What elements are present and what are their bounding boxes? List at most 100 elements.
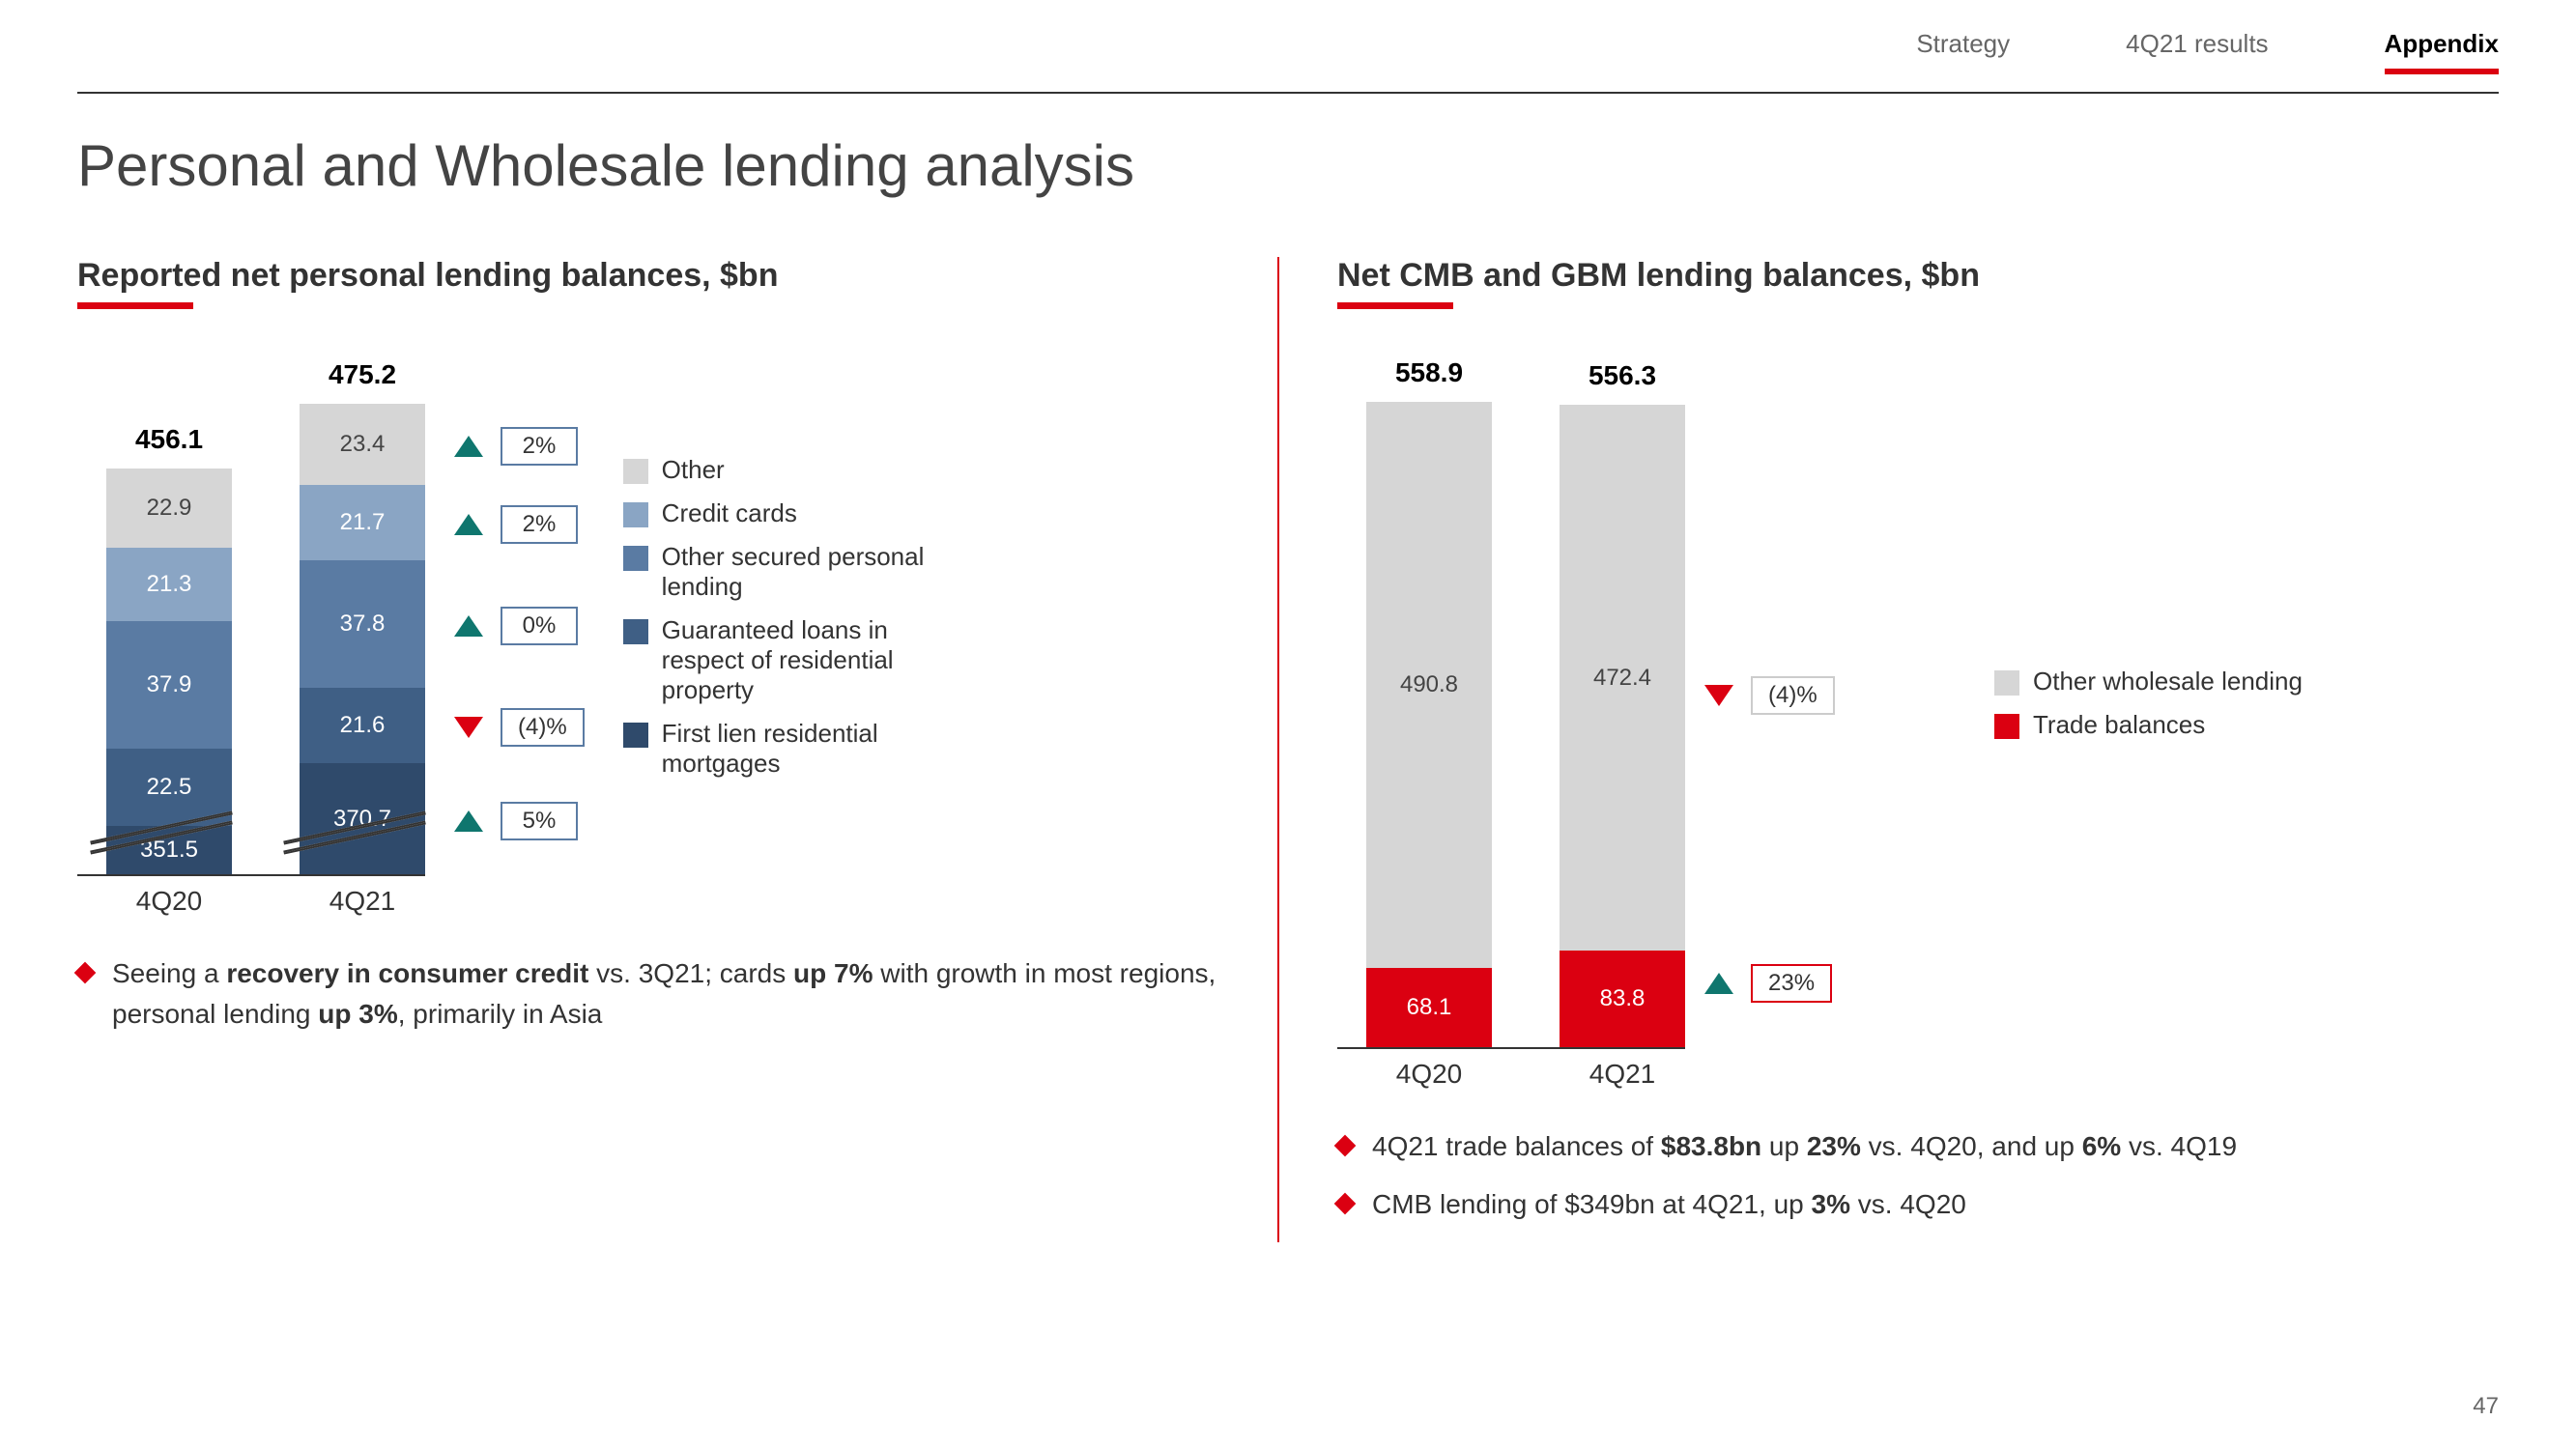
bar-total: 558.9	[1395, 357, 1463, 388]
left-chart: 456.1351.522.537.921.322.94Q20475.2370.7…	[77, 357, 1239, 876]
indicator-row: 2%	[454, 487, 585, 562]
bar-segment: 68.1	[1366, 968, 1492, 1047]
pct-box: 5%	[501, 802, 578, 840]
legend-swatch	[623, 619, 648, 644]
bar-total: 456.1	[135, 424, 203, 455]
pct-box: 2%	[501, 427, 578, 466]
right-column: Net CMB and GBM lending balances, $bn 55…	[1279, 257, 2499, 1242]
up-arrow-icon	[1704, 973, 1733, 994]
diamond-icon	[1334, 1193, 1357, 1215]
bar-segment: 37.8	[300, 560, 425, 688]
right-indicators: (4)% 23%	[1685, 357, 1878, 1049]
legend-item: Guaranteed loans in respect of residenti…	[623, 615, 932, 705]
legend-label: Other secured personal lending	[662, 542, 932, 602]
diamond-icon	[1334, 1135, 1357, 1157]
bar-stack: 351.522.537.921.322.9	[106, 469, 232, 874]
right-chart: 558.968.1490.84Q20556.383.8472.44Q21 (4)…	[1337, 357, 2499, 1049]
bar-total: 556.3	[1589, 360, 1656, 391]
pct-box: 23%	[1751, 964, 1832, 1003]
right-section-title: Net CMB and GBM lending balances, $bn	[1337, 257, 1980, 302]
left-indicators: 2% 2% 0% (4)% 5%	[454, 357, 585, 876]
bar-segment: 22.9	[106, 469, 232, 548]
bar-segment: 23.4	[300, 404, 425, 485]
bar-label: 4Q20	[136, 886, 203, 917]
nav-item[interactable]: 4Q21 results	[2126, 29, 2268, 74]
diamond-icon	[74, 962, 97, 984]
bar-segment: 37.9	[106, 621, 232, 749]
bar-stack: 68.1490.8	[1366, 402, 1492, 1047]
down-arrow-icon	[1704, 685, 1733, 706]
page-title: Personal and Wholesale lending analysis	[77, 132, 2499, 199]
bar-segment: 490.8	[1366, 402, 1492, 968]
up-arrow-icon	[454, 615, 483, 637]
axis-break	[99, 826, 240, 845]
left-column: Reported net personal lending balances, …	[77, 257, 1279, 1242]
bar-segment: 83.8	[1560, 951, 1685, 1047]
indicator-row: 23%	[1704, 964, 1832, 1003]
indicator-row: (4)%	[1704, 676, 1835, 715]
bar-column: 558.968.1490.84Q20	[1366, 357, 1492, 1047]
legend-item: Other secured personal lending	[623, 542, 932, 602]
legend-swatch	[623, 502, 648, 527]
bar-label: 4Q20	[1396, 1059, 1463, 1090]
legend-swatch	[623, 723, 648, 748]
legend-item: Other wholesale lending	[1994, 667, 2303, 696]
nav-item[interactable]: Strategy	[1916, 29, 2010, 74]
legend-item: Credit cards	[623, 498, 932, 528]
underline	[1337, 302, 1453, 309]
bar-segment: 21.3	[106, 548, 232, 621]
bar-column: 475.2370.721.637.821.723.44Q21	[300, 359, 425, 874]
bullet-item: 4Q21 trade balances of $83.8bn up 23% vs…	[1337, 1126, 2499, 1167]
bar-segment: 472.4	[1560, 405, 1685, 951]
bar-label: 4Q21	[1589, 1059, 1656, 1090]
bar-segment: 21.7	[300, 485, 425, 560]
indicator-row: 0%	[454, 562, 585, 690]
legend-item: Other	[623, 455, 932, 485]
pct-box: 2%	[501, 505, 578, 544]
bar-column: 556.383.8472.44Q21	[1560, 360, 1685, 1047]
top-nav: Strategy 4Q21 results Appendix	[77, 29, 2499, 94]
legend-label: Other wholesale lending	[2033, 667, 2303, 696]
legend-label: Trade balances	[2033, 710, 2205, 740]
legend-label: Other	[662, 455, 725, 485]
bar-label: 4Q21	[329, 886, 396, 917]
bar-segment: 21.6	[300, 688, 425, 763]
bullet-text: CMB lending of $349bn at 4Q21, up 3% vs.…	[1372, 1184, 1966, 1225]
bullet-text: 4Q21 trade balances of $83.8bn up 23% vs…	[1372, 1126, 2237, 1167]
left-section-title: Reported net personal lending balances, …	[77, 257, 778, 302]
up-arrow-icon	[454, 810, 483, 832]
bar-total: 475.2	[329, 359, 396, 390]
up-arrow-icon	[454, 514, 483, 535]
pct-box: (4)%	[1751, 676, 1835, 715]
down-arrow-icon	[454, 717, 483, 738]
page-number: 47	[2473, 1393, 2499, 1420]
indicator-row: 2%	[454, 406, 585, 487]
legend-swatch	[1994, 670, 2019, 696]
indicator-row: (4)%	[454, 690, 585, 765]
legend-label: Guaranteed loans in respect of residenti…	[662, 615, 932, 705]
left-legend: Other Credit cards Other secured personal …	[623, 455, 932, 779]
right-bars: 558.968.1490.84Q20556.383.8472.44Q21	[1337, 357, 1685, 1049]
legend-swatch	[623, 459, 648, 484]
right-bullets: 4Q21 trade balances of $83.8bn up 23% vs…	[1337, 1126, 2499, 1225]
bar-column: 456.1351.522.537.921.322.94Q20	[106, 424, 232, 874]
axis-break	[292, 826, 433, 845]
underline	[77, 302, 193, 309]
right-legend: Other wholesale lending Trade balances	[1994, 667, 2303, 740]
legend-label: Credit cards	[662, 498, 797, 528]
bar-stack: 83.8472.4	[1560, 405, 1685, 1047]
bar-stack: 370.721.637.821.723.4	[300, 404, 425, 874]
legend-label: First lien residential mortgages	[662, 719, 932, 779]
bullet-item: Seeing a recovery in consumer credit vs.…	[77, 953, 1239, 1035]
left-bullets: Seeing a recovery in consumer credit vs.…	[77, 953, 1239, 1035]
legend-swatch	[623, 546, 648, 571]
indicator-row: 5%	[454, 765, 585, 876]
legend-swatch	[1994, 714, 2019, 739]
bullet-item: CMB lending of $349bn at 4Q21, up 3% vs.…	[1337, 1184, 2499, 1225]
up-arrow-icon	[454, 436, 483, 457]
nav-item[interactable]: Appendix	[2385, 29, 2499, 74]
bullet-text: Seeing a recovery in consumer credit vs.…	[112, 953, 1239, 1035]
legend-item: Trade balances	[1994, 710, 2303, 740]
pct-box: 0%	[501, 607, 578, 645]
pct-box: (4)%	[501, 708, 585, 747]
